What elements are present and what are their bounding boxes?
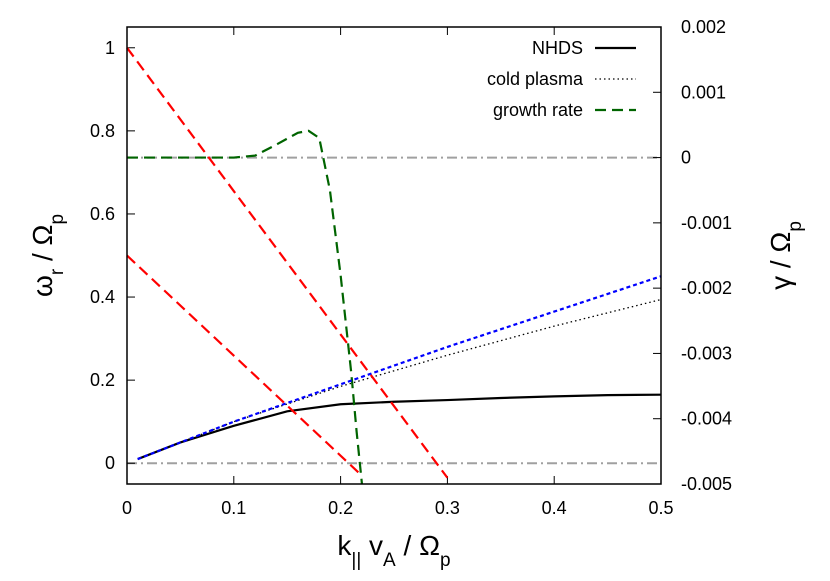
y-tick-label: 1 bbox=[105, 38, 115, 58]
legend-label: growth rate bbox=[493, 100, 583, 120]
series-line bbox=[126, 254, 363, 477]
x-tick-label: 0.4 bbox=[542, 498, 567, 518]
x-tick-label: 0.2 bbox=[328, 498, 353, 518]
x-tick-label: 0.3 bbox=[435, 498, 460, 518]
y2-tick-label: 0 bbox=[681, 148, 691, 168]
legend-label: cold plasma bbox=[487, 69, 584, 89]
x-axis-label-part: k bbox=[337, 530, 352, 561]
y2-axis-label-part: p bbox=[785, 221, 806, 232]
y-axis-label-part: / Ω bbox=[27, 225, 58, 269]
y2-tick-label: -0.004 bbox=[681, 409, 732, 429]
y-axis-label-part: ω bbox=[27, 275, 58, 297]
x-axis-label-part: / Ω bbox=[396, 530, 440, 561]
x-tick-label: 0.1 bbox=[221, 498, 246, 518]
x-axis-label-part: A bbox=[383, 550, 396, 571]
series-line bbox=[126, 47, 449, 479]
series-line bbox=[137, 393, 662, 461]
series-line bbox=[127, 129, 364, 485]
y2-axis-label: γ / Ωp bbox=[765, 221, 806, 290]
y-tick-label: 0.4 bbox=[90, 287, 115, 307]
y2-tick-label: 0.001 bbox=[681, 82, 726, 102]
x-axis-label-part: || bbox=[351, 550, 361, 571]
x-axis-label-part: p bbox=[440, 550, 451, 571]
y2-tick-label: -0.001 bbox=[681, 213, 732, 233]
plot-frame bbox=[126, 26, 662, 485]
y2-tick-label: -0.003 bbox=[681, 343, 732, 363]
y-axis-label-part: p bbox=[47, 214, 68, 225]
y2-tick-label: 0.002 bbox=[681, 17, 726, 37]
y-axis-label: ωr / Ωp bbox=[27, 214, 68, 297]
x-tick-label: 0 bbox=[122, 498, 132, 518]
y-tick-label: 0.2 bbox=[90, 370, 115, 390]
y2-tick-label: -0.002 bbox=[681, 278, 732, 298]
x-axis-label: k|| vA / Ωp bbox=[337, 530, 450, 571]
y2-axis-label-part: γ / Ω bbox=[765, 232, 796, 290]
y2-tick-label: -0.005 bbox=[681, 474, 732, 494]
legend-label: NHDS bbox=[532, 38, 583, 58]
x-tick-label: 0.5 bbox=[648, 498, 673, 518]
y-axis-label-part: r bbox=[47, 268, 68, 275]
x-axis-label-part: v bbox=[361, 530, 383, 561]
series-line bbox=[137, 275, 662, 461]
y-tick-label: 0.8 bbox=[90, 121, 115, 141]
series-line bbox=[137, 298, 662, 460]
y-tick-label: 0.6 bbox=[90, 204, 115, 224]
y-tick-label: 0 bbox=[105, 453, 115, 473]
